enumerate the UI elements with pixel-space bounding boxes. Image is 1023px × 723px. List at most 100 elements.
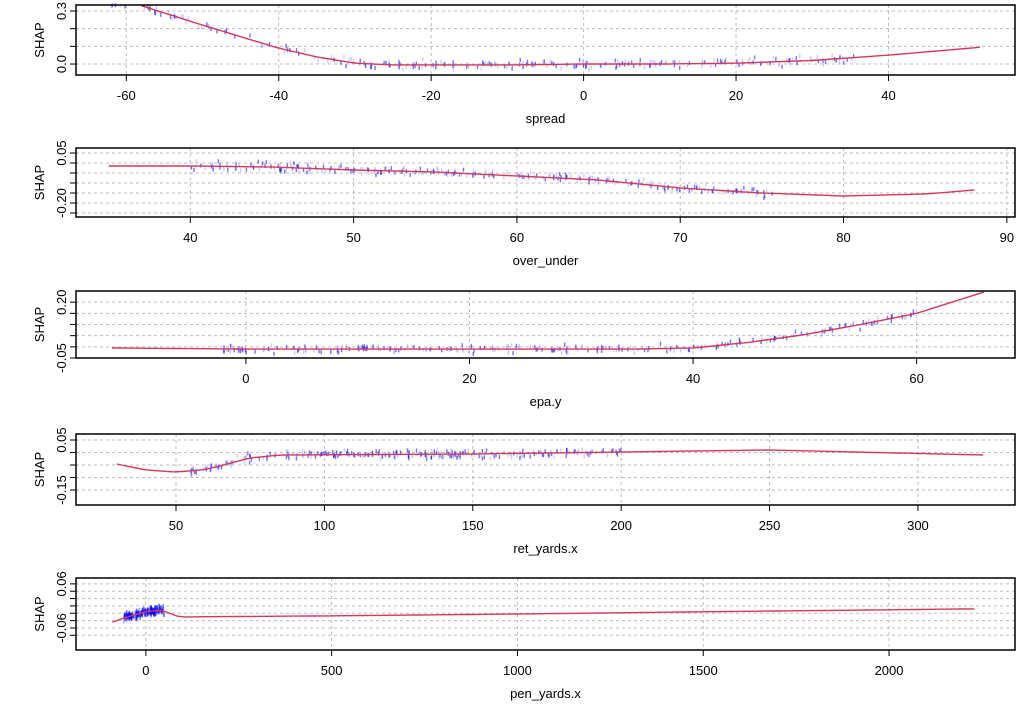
data-point [719,58,722,63]
data-point [555,173,557,178]
data-point [210,463,212,468]
data-point [250,162,252,167]
data-point [295,456,298,461]
data-point [794,329,797,334]
data-point [471,453,473,458]
x-tick-label: 150 [462,518,484,533]
data-point [148,7,151,12]
data-point [459,451,461,456]
data-point [305,347,307,352]
data-point [582,63,585,68]
data-point [359,453,362,458]
data-point [565,454,567,459]
data-point [711,188,714,193]
data-point [696,184,698,189]
data-point [560,448,562,453]
data-point [534,61,536,66]
data-point [447,173,449,178]
data-point [393,455,396,460]
data-point [250,457,253,462]
data-point [483,346,486,351]
data-point [462,451,465,456]
data-point [791,57,794,62]
data-point [612,348,615,353]
data-point [156,610,158,615]
data-point [549,59,552,64]
data-point [872,322,875,327]
data-point [130,613,132,618]
data-point [343,54,345,59]
data-point [575,63,578,68]
data-point [148,608,150,613]
data-point [586,451,588,456]
data-point [555,64,557,69]
data-point [747,59,749,64]
data-point [583,454,585,459]
data-point [454,168,456,173]
data-point [285,43,287,48]
data-point [289,160,292,165]
data-point [229,343,232,348]
data-point [550,452,553,457]
data-point [239,168,242,173]
x-tick-label: -20 [422,88,441,103]
data-point [360,172,363,177]
data-point [778,63,780,68]
data-point [566,174,568,179]
data-point [378,449,381,454]
data-point [361,344,364,349]
data-point [306,170,308,175]
data-point [125,617,127,622]
data-point [142,609,145,614]
data-point [392,450,395,455]
data-point [212,162,214,167]
data-point [688,188,691,193]
data-point [337,454,339,459]
data-point [398,65,400,70]
data-point [336,346,339,351]
data-point [441,455,443,460]
data-point [307,453,309,458]
data-point [447,169,450,174]
data-point [315,346,318,351]
data-point [809,55,812,60]
data-point [185,20,187,25]
data-point [871,322,873,327]
data-point [389,63,391,68]
data-point [206,465,209,470]
data-point [242,456,244,461]
data-point [383,167,386,172]
data-point [510,452,512,457]
data-point [126,618,128,623]
data-point [625,178,627,183]
x-tick-label: 90 [1000,230,1014,245]
data-point [756,189,758,194]
data-point [462,167,465,172]
data-point [396,450,398,455]
data-point [835,58,837,63]
data-point [347,166,349,171]
data-point [466,64,468,69]
data-point [124,616,126,621]
data-point [621,61,624,66]
data-point [455,453,457,458]
data-point [295,48,298,53]
data-point [529,344,531,349]
data-point [262,456,264,461]
data-point [467,349,470,354]
data-point [498,455,501,460]
data-point [852,54,855,59]
data-point [769,338,772,343]
data-point [493,174,495,179]
data-point [641,345,643,350]
data-point [210,27,212,32]
data-point [464,449,466,454]
data-point [484,60,486,65]
data-point [432,453,435,458]
data-point [529,170,532,175]
x-tick-label: 60 [909,371,923,386]
data-point [627,182,629,187]
data-point [357,344,360,349]
data-point [269,451,272,456]
data-point [585,64,587,69]
